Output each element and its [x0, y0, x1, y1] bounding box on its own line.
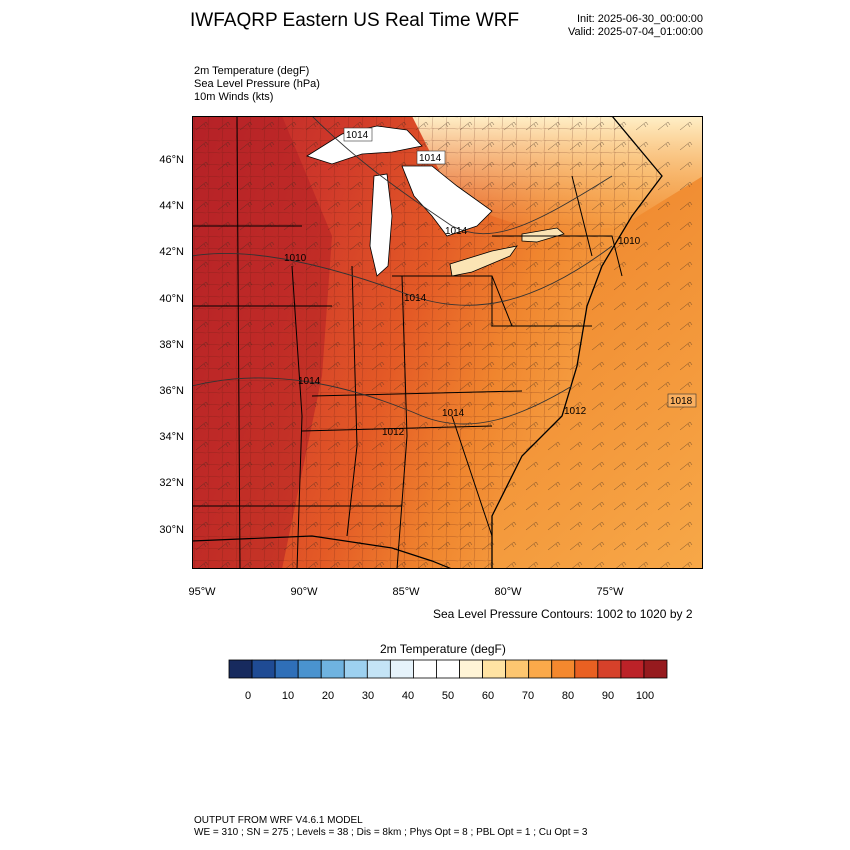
colorbar-swatch: [274, 659, 299, 679]
state-borders: [192, 116, 623, 569]
svg-text:1014: 1014: [404, 293, 427, 304]
field-label-winds: 10m Winds (kts): [194, 91, 274, 103]
colorbar: [228, 659, 668, 679]
svg-text:1010: 1010: [618, 236, 641, 247]
colorbar-swatch: [574, 659, 599, 679]
lon-label: 80°W: [494, 586, 522, 598]
coastline: [491, 116, 663, 569]
lat-label: 40°N: [159, 293, 184, 305]
svg-text:1012: 1012: [564, 406, 587, 417]
lat-label: 42°N: [159, 246, 184, 258]
isobar-label: 1012: [564, 406, 587, 417]
svg-text:1012: 1012: [382, 427, 405, 438]
gulf-coast: [192, 535, 453, 569]
isobars: [192, 116, 613, 425]
colorbar-swatch: [413, 659, 437, 679]
init-time: Init: 2025-06-30_00:00:00: [577, 13, 703, 25]
slp-contour-note: Sea Level Pressure Contours: 1002 to 102…: [433, 607, 693, 621]
isobar-label: 1014: [445, 226, 468, 237]
colorbar-swatch: [620, 659, 645, 679]
colorbar-label: 10: [281, 690, 295, 702]
isobar-label: 1010: [618, 236, 641, 247]
colorbar-swatch: [459, 659, 483, 679]
isobar-label: 1014: [343, 127, 373, 142]
colorbar-swatch: [482, 659, 507, 679]
isobar-label: 1018: [667, 393, 697, 408]
valid-time: Valid: 2025-07-04_01:00:00: [568, 26, 703, 38]
isobar-label: 1010: [284, 253, 307, 264]
svg-text:1014: 1014: [419, 153, 442, 164]
colorbar-swatch: [528, 659, 553, 679]
temperature-map: 1014 1014 1014 1010 1014 1010 1014 1012 …: [192, 116, 703, 569]
field-label-pressure: Sea Level Pressure (hPa): [194, 78, 320, 90]
colorbar-swatch: [366, 659, 391, 679]
map-frame: [192, 116, 703, 569]
colorbar-swatch: [505, 659, 530, 679]
svg-text:1014: 1014: [298, 376, 321, 387]
lat-label: 34°N: [159, 431, 184, 443]
lon-label: 85°W: [392, 586, 420, 598]
colorbar-swatch: [643, 659, 668, 679]
isobar-label: 1014: [298, 376, 321, 387]
lat-label: 38°N: [159, 339, 184, 351]
isobar-label: 1014: [416, 150, 446, 165]
colorbar-swatch: [389, 659, 414, 679]
field-label-temperature: 2m Temperature (degF): [194, 65, 310, 77]
map-title: IWFAQRP Eastern US Real Time WRF: [190, 10, 520, 31]
footer-config: WE = 310 ; SN = 275 ; Levels = 38 ; Dis …: [194, 827, 588, 838]
svg-text:1018: 1018: [670, 396, 693, 407]
colorbar-label: 0: [244, 690, 252, 702]
svg-text:1014: 1014: [442, 408, 465, 419]
colorbar-swatch: [343, 659, 368, 679]
lat-label: 30°N: [159, 524, 184, 536]
colorbar-label: 80: [561, 690, 575, 702]
isobar-label: 1014: [404, 293, 427, 304]
colorbar-label: 70: [521, 690, 535, 702]
lake-ontario: [521, 227, 565, 243]
colorbar-swatch: [551, 659, 576, 679]
footer-model: OUTPUT FROM WRF V4.6.1 MODEL: [194, 815, 363, 826]
colorbar-swatch: [228, 659, 253, 679]
isobar-label: 1012: [382, 427, 405, 438]
colorbar-label: 30: [361, 690, 375, 702]
lake-michigan: [369, 173, 393, 277]
colorbar-label: 20: [321, 690, 335, 702]
colorbar-title: 2m Temperature (degF): [380, 642, 506, 656]
lon-label: 95°W: [188, 586, 216, 598]
colorbar-label: 50: [441, 690, 455, 702]
colorbar-label: 90: [601, 690, 615, 702]
colorbar-label: 100: [635, 690, 655, 702]
colorbar-label: 40: [401, 690, 415, 702]
colorbar-swatch: [251, 659, 276, 679]
lake-huron: [401, 165, 493, 237]
svg-text:1014: 1014: [445, 226, 468, 237]
lat-label: 44°N: [159, 200, 184, 212]
lon-label: 75°W: [596, 586, 624, 598]
isobar-label: 1014: [442, 408, 465, 419]
lat-label: 36°N: [159, 385, 184, 397]
lat-label: 32°N: [159, 477, 184, 489]
lon-label: 90°W: [290, 586, 318, 598]
colorbar-swatch: [436, 659, 460, 679]
colorbar-swatch: [320, 659, 345, 679]
colorbar-swatch: [597, 659, 622, 679]
colorbar-label: 60: [481, 690, 495, 702]
lat-label: 46°N: [159, 154, 184, 166]
svg-text:1010: 1010: [284, 253, 307, 264]
svg-text:1014: 1014: [346, 130, 369, 141]
colorbar-swatch: [297, 659, 322, 679]
